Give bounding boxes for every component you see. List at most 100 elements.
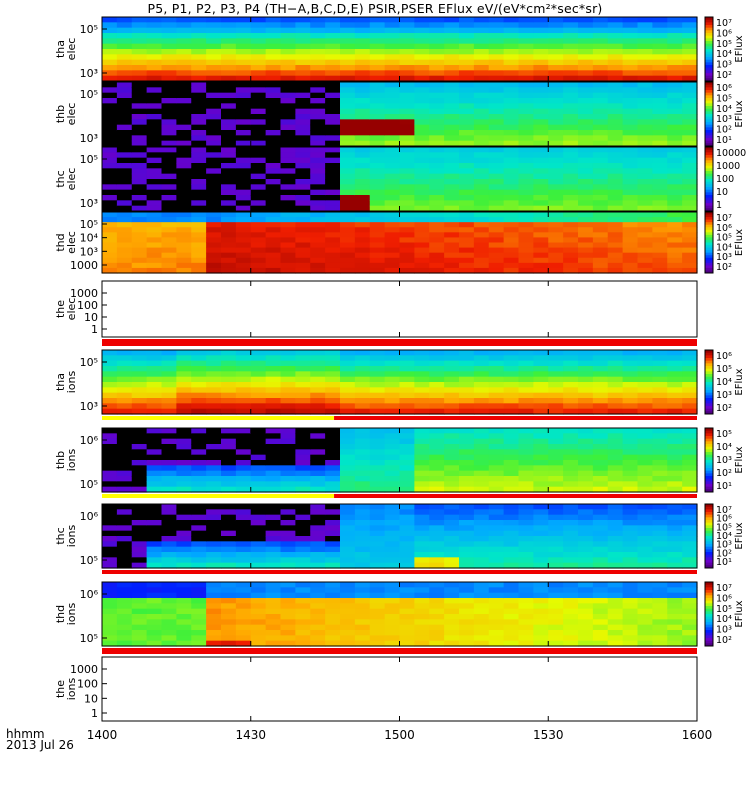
colorbar-swatch <box>705 371 713 375</box>
heatmap-cell <box>131 227 148 233</box>
heatmap-cell <box>191 635 207 642</box>
heatmap-cell <box>399 355 415 362</box>
heatmap-cell <box>369 350 386 356</box>
heatmap-cell <box>131 87 148 94</box>
heatmap-cell <box>131 195 148 201</box>
heatmap-cell <box>503 75 520 82</box>
heatmap-cell <box>563 557 579 564</box>
heatmap-cell <box>622 222 639 228</box>
heatmap-cell <box>191 530 207 537</box>
heatmap-cell <box>488 355 505 362</box>
heatmap-cell <box>235 350 252 356</box>
heatmap-cell <box>429 603 445 610</box>
heatmap-cell <box>325 582 341 588</box>
heatmap-cell <box>652 371 668 378</box>
heatmap-cell <box>221 262 237 269</box>
heatmap-cell <box>369 217 386 223</box>
heatmap-cell <box>533 189 549 196</box>
heatmap-cell <box>250 465 267 472</box>
heatmap-cell <box>161 525 177 532</box>
heatmap-cell <box>146 43 163 50</box>
heatmap-cell <box>146 536 163 542</box>
heatmap-cell <box>563 33 579 39</box>
heatmap-cell <box>369 382 386 388</box>
thd-elec-panel: 10⁵10⁴10³1000thdelec10⁷10⁶10⁵10⁴10³10²EF… <box>54 211 745 274</box>
heatmap-cell <box>384 592 401 599</box>
heatmap-cell <box>652 444 668 450</box>
heatmap-cell <box>533 350 549 356</box>
heatmap-cell <box>578 630 594 636</box>
heatmap-cell <box>116 103 133 110</box>
heatmap-cell <box>444 444 460 450</box>
heatmap-cell <box>563 408 579 415</box>
colorbar-swatch <box>705 624 713 628</box>
colorbar-swatch <box>705 584 713 588</box>
heatmap-cell <box>295 59 311 66</box>
colorbar-swatch <box>705 157 713 161</box>
heatmap-cell <box>280 189 296 196</box>
heatmap-cell <box>399 428 415 434</box>
heatmap-cell <box>459 514 475 521</box>
heatmap-cell <box>340 262 356 269</box>
heatmap-cell <box>399 350 415 356</box>
colorbar-tick-label: 1000 <box>716 161 740 172</box>
heatmap-cell <box>399 360 415 367</box>
heatmap-cell <box>295 70 311 77</box>
heatmap-cell <box>414 557 430 564</box>
heatmap-cell <box>503 237 520 244</box>
heatmap-cell <box>310 189 326 196</box>
heatmap-cell <box>488 486 505 493</box>
heatmap-cell <box>563 350 579 356</box>
heatmap-cell <box>102 387 118 394</box>
heatmap-cell <box>563 603 579 610</box>
heatmap-cell <box>518 376 534 383</box>
heatmap-cell <box>102 403 118 410</box>
heatmap-cell <box>503 98 520 104</box>
colorbar-swatch <box>705 462 713 466</box>
heatmap-cell <box>176 630 192 636</box>
heatmap-cell <box>191 75 207 82</box>
heatmap-cell <box>131 582 148 588</box>
heatmap-cell <box>265 398 282 404</box>
heatmap-cell <box>369 366 386 372</box>
heatmap-cell <box>102 65 118 71</box>
heatmap-cell <box>265 509 282 516</box>
heatmap-cell <box>667 541 683 548</box>
heatmap-cell <box>503 70 520 77</box>
heatmap-cell <box>221 124 237 131</box>
heatmap-cell <box>146 65 163 71</box>
heatmap-cell <box>146 470 163 477</box>
heatmap-cell <box>533 103 549 110</box>
heatmap-cell <box>310 92 326 99</box>
heatmap-cell <box>682 75 698 82</box>
heatmap-cell <box>667 355 683 362</box>
heatmap-cell <box>280 119 296 126</box>
heatmap-cell <box>637 525 653 532</box>
heatmap-cell <box>116 38 133 45</box>
heatmap-cell <box>325 433 341 440</box>
heatmap-cell <box>280 242 296 249</box>
heatmap-cell <box>667 130 683 136</box>
heatmap-cell <box>667 598 683 604</box>
heatmap-cell <box>622 135 639 142</box>
heatmap-cell <box>563 189 579 196</box>
heatmap-cell <box>369 114 386 120</box>
heatmap-cell <box>250 195 267 201</box>
heatmap-cell <box>667 70 683 77</box>
heatmap-cell <box>399 598 415 604</box>
heatmap-cell <box>206 376 222 383</box>
heatmap-cell <box>161 157 177 164</box>
heatmap-cell <box>637 382 653 388</box>
heatmap-cell <box>131 360 148 367</box>
heatmap-cell <box>146 87 163 94</box>
panel-frame <box>101 280 698 338</box>
colorbar-swatch <box>705 517 713 521</box>
heatmap-cell <box>488 157 505 164</box>
heatmap-cell <box>280 592 296 599</box>
heatmap-cell <box>102 630 118 636</box>
heatmap-cell <box>578 619 594 626</box>
heatmap-cell <box>325 603 341 610</box>
heatmap-cell <box>131 635 148 642</box>
heatmap-cell <box>325 428 341 434</box>
heatmap-cell <box>578 267 594 274</box>
